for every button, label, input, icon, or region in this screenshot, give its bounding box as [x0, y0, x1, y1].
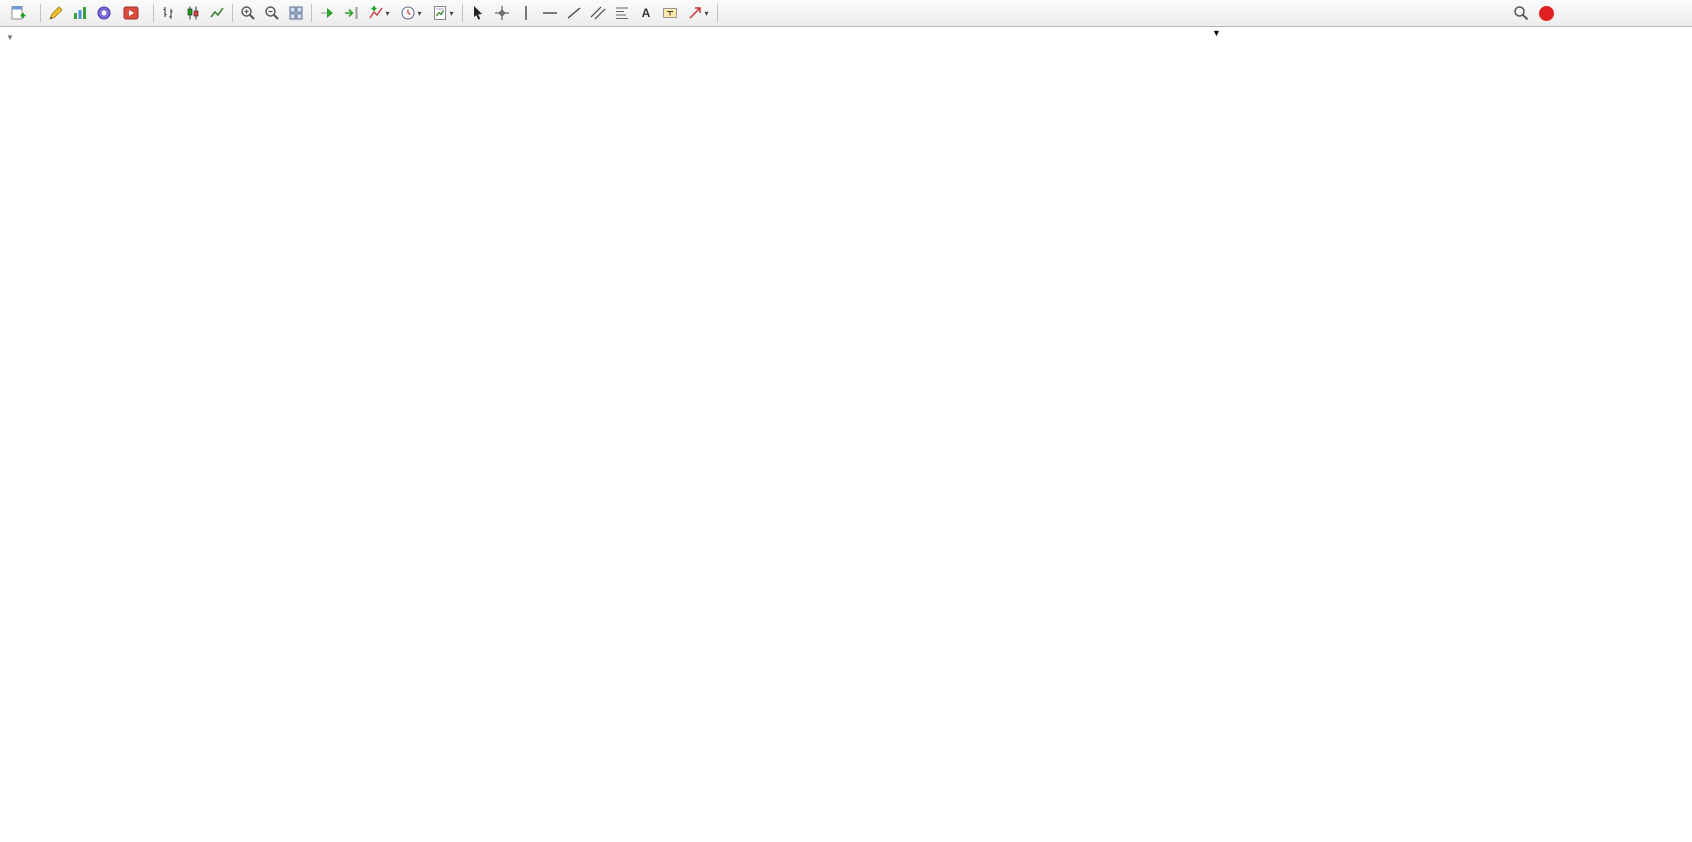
- autotrading-icon: [123, 6, 139, 20]
- zoom-out-icon[interactable]: [260, 1, 284, 25]
- tile-windows-icon[interactable]: [284, 1, 308, 25]
- search-icon[interactable]: [1509, 1, 1533, 25]
- zoom-in-icon[interactable]: [236, 1, 260, 25]
- periods-button[interactable]: ▾: [395, 1, 427, 25]
- toolbar-separator: [40, 4, 41, 22]
- candlestick-chart-icon[interactable]: [181, 1, 205, 25]
- clock-icon: [401, 6, 415, 20]
- text-icon[interactable]: A: [641, 6, 651, 20]
- symbol-expand-icon[interactable]: ▼: [6, 33, 14, 42]
- cursor-icon[interactable]: [466, 1, 490, 25]
- chart-shift-marker[interactable]: ▼: [1212, 28, 1221, 38]
- navigator-icon[interactable]: [92, 1, 116, 25]
- vertical-line-icon[interactable]: [514, 1, 538, 25]
- toolbar-separator: [232, 4, 233, 22]
- chart-header: ▼: [6, 33, 26, 42]
- toolbar-separator: [717, 4, 718, 22]
- fibonacci-icon[interactable]: [610, 1, 634, 25]
- trendline-icon[interactable]: [562, 1, 586, 25]
- template-icon: [434, 6, 447, 20]
- arrow-object-icon: [689, 7, 702, 19]
- line-chart-icon[interactable]: [205, 1, 229, 25]
- toolbar-separator: [311, 4, 312, 22]
- dropdown-caret-icon: ▾: [704, 8, 709, 18]
- dropdown-caret-icon: ▾: [417, 8, 422, 18]
- metaeditor-icon[interactable]: [44, 1, 68, 25]
- templates-button[interactable]: ▾: [427, 1, 459, 25]
- toolbar-separator: [153, 4, 154, 22]
- arrows-button[interactable]: ▾: [682, 1, 714, 25]
- text-label-icon[interactable]: [658, 1, 682, 25]
- new-order-icon: [11, 6, 26, 20]
- toolbar-right-group: [1509, 1, 1558, 25]
- chart-shift-icon[interactable]: [339, 1, 363, 25]
- main-toolbar: ▾ ▾ ▾ A ▾: [0, 0, 1692, 27]
- indicators-icon: [369, 6, 384, 19]
- equidistant-channel-icon[interactable]: [586, 1, 610, 25]
- dropdown-caret-icon: ▾: [449, 8, 454, 18]
- autotrading-button[interactable]: [116, 2, 150, 24]
- auto-scroll-icon[interactable]: [315, 1, 339, 25]
- horizontal-line-icon[interactable]: [538, 1, 562, 25]
- bar-chart-icon[interactable]: [157, 1, 181, 25]
- notification-badge[interactable]: [1539, 5, 1554, 21]
- toolbar-separator: [462, 4, 463, 22]
- market-watch-icon[interactable]: [68, 1, 92, 25]
- indicators-button[interactable]: ▾: [363, 1, 395, 25]
- dropdown-caret-icon: ▾: [385, 8, 390, 18]
- crosshair-icon[interactable]: [490, 1, 514, 25]
- new-order-button[interactable]: [3, 2, 37, 24]
